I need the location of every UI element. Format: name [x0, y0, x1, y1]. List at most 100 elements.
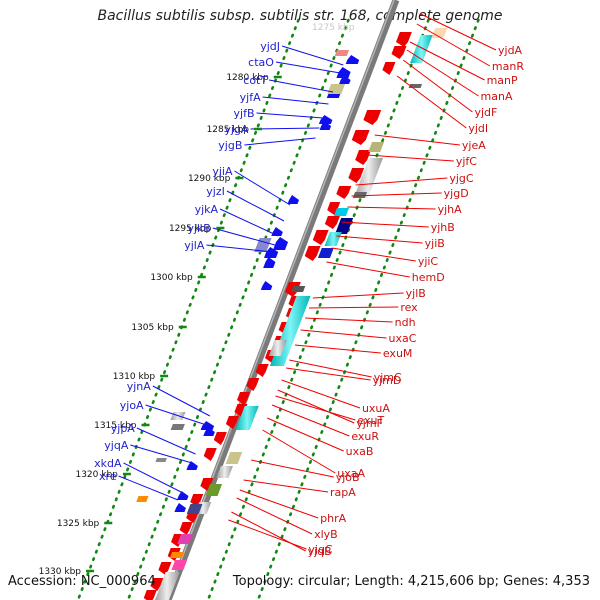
gene-block	[291, 286, 306, 292]
gene-arrow	[237, 392, 251, 405]
leader-line	[145, 404, 207, 426]
tick-label-8: 1320 kbp	[75, 470, 118, 480]
dotted-line-0	[76, 18, 300, 600]
gene-label-8: yjzI	[206, 185, 225, 198]
gene-arrow	[150, 578, 164, 591]
leader-line	[212, 227, 276, 246]
gene-label-r-19: exuM	[383, 347, 413, 360]
leader-line	[312, 292, 404, 299]
gene-label-r-26: uxaB	[346, 445, 374, 458]
leader-line	[236, 497, 313, 535]
leader-line	[136, 427, 196, 455]
leader-line	[367, 154, 454, 162]
leader-line	[351, 192, 442, 197]
tick-label-4: 1300 kbp	[150, 273, 193, 283]
gene-arrow	[351, 130, 370, 145]
leader-line	[239, 489, 319, 519]
leader-line	[355, 177, 448, 186]
gene-label-14: yjpA	[111, 422, 136, 435]
gene-label-16: xkdA	[94, 457, 122, 470]
topology-summary: Topology: circular; Length: 4,215,606 bp…	[232, 574, 590, 589]
gene-block	[177, 534, 194, 544]
gene-block	[368, 142, 385, 152]
leader-line	[326, 261, 410, 278]
gene-label-r-32: yjqB	[308, 545, 332, 558]
gene-arrow	[396, 32, 412, 47]
gene-label-r-8: yjgC	[449, 172, 474, 185]
gene-label-15: yjqA	[104, 439, 129, 452]
gene-arrow	[336, 67, 351, 78]
gene-label-12: yjnA	[127, 380, 152, 393]
leader-line	[275, 395, 356, 421]
leader-line	[118, 475, 179, 501]
leader-line	[234, 170, 291, 206]
gene-label-r-31: xlyB	[314, 528, 338, 541]
gene-arrow	[200, 478, 214, 491]
map-title: Bacillus subtilis subsp. subtilis str. 1…	[97, 8, 503, 24]
leader-line	[256, 112, 324, 119]
gene-arrow	[179, 522, 193, 535]
gene-label-r-11: yjhB	[431, 221, 455, 234]
gene-label-r-20: yjmC	[374, 371, 402, 384]
dotted-line-2	[206, 18, 430, 600]
gene-label-1: ctaO	[248, 56, 274, 69]
leader-line	[275, 61, 341, 74]
leader-line	[406, 49, 479, 97]
gene-arrow	[225, 416, 239, 429]
gene-block	[431, 28, 448, 38]
leader-line	[294, 344, 381, 354]
gene-arrow	[255, 364, 269, 377]
leader-line	[402, 59, 473, 113]
gene-arrow	[177, 491, 189, 500]
accession-text: Accession: NC_000964	[8, 574, 156, 589]
leader-line	[341, 221, 429, 228]
gene-label-r-1: manR	[492, 60, 524, 73]
leader-line	[231, 511, 306, 552]
gene-arrow	[271, 227, 283, 236]
gene-label-3: yjfA	[240, 91, 261, 104]
gene-labels: yjdJ ctaO cotT yjfA yjfB yjgA yjgB yjiA yjzI yjkA…	[94, 40, 524, 558]
gene-label-r-21: yjmD	[373, 374, 402, 387]
gene-arrow	[382, 62, 396, 75]
leader-line	[281, 45, 344, 66]
gene-arrow	[336, 186, 352, 199]
tick-label-1: 1285 kbp	[207, 125, 250, 135]
gene-block	[155, 458, 167, 462]
leader-line	[206, 244, 273, 253]
leader-line	[420, 13, 497, 51]
gene-label-r-14: hemD	[412, 271, 445, 284]
gene-label-r-7: yjfC	[456, 155, 477, 168]
gene-block	[352, 192, 368, 198]
gene-label-r-10: yjhA	[438, 203, 463, 216]
gene-label-17: xre	[99, 470, 117, 483]
gene-block	[235, 406, 259, 430]
gene-label-r-23: yjmF	[356, 417, 383, 430]
leader-line	[262, 429, 336, 474]
gene-label-r-28: yjoB	[336, 471, 360, 484]
gene-block	[169, 552, 185, 558]
gene-arrow	[355, 150, 371, 165]
tick-label-5: 1305 kbp	[131, 323, 174, 333]
gene-label-r-3: manA	[481, 90, 513, 103]
gene-arrow	[190, 494, 204, 507]
gene-label-r-16: rex	[400, 301, 418, 314]
gene-arrow	[263, 257, 276, 268]
gene-arrow	[263, 247, 279, 258]
gene-label-7: yjiA	[212, 165, 233, 178]
gene-label-10: yjkB	[187, 222, 210, 235]
tick-label-6: 1310 kbp	[113, 372, 156, 382]
gene-arrow	[246, 378, 260, 391]
leader-line	[347, 206, 436, 210]
gene-label-6: yjgB	[218, 139, 242, 152]
gene-arrow	[287, 195, 299, 204]
gene-label-r-27: uxaA	[337, 467, 365, 480]
backbone-line	[164, 0, 400, 600]
tick-label-3: 1295 kbp	[169, 224, 212, 234]
tick-label-0: 1280 kbp	[226, 73, 269, 83]
gene-arrow	[203, 448, 217, 461]
gene-label-5: yjgA	[224, 123, 249, 136]
gene-arrow	[319, 121, 332, 130]
gene-block	[268, 340, 287, 356]
gene-label-r-5: yjdI	[468, 122, 488, 135]
